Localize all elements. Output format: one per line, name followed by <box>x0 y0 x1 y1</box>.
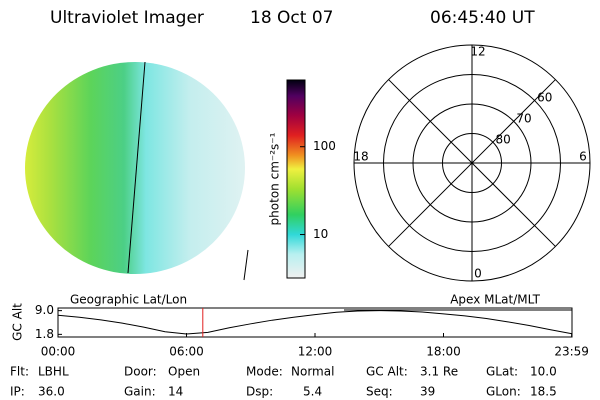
field-value: 5.4 <box>303 385 322 399</box>
field-value: Normal <box>291 365 334 379</box>
time: 06:45:40 UT <box>430 8 535 28</box>
hour-label: 6 <box>579 150 587 164</box>
x-tick-label: 06:00 <box>169 345 204 359</box>
lat-label: 80 <box>495 132 510 146</box>
colorbar-tick-label: 100 <box>313 139 336 153</box>
field-label: IP: <box>10 385 25 399</box>
field-label: Dsp: <box>246 385 273 399</box>
x-tick-label: 12:00 <box>298 345 333 359</box>
field-label: GC Alt: <box>366 365 408 379</box>
field-value: 39 <box>420 385 435 399</box>
altitude-line <box>57 310 573 335</box>
field-value: Open <box>168 365 200 379</box>
y-tick-label: 1.8 <box>35 327 54 341</box>
colorbar-label: photon cm⁻²s⁻¹ <box>268 132 282 225</box>
field-value: 3.1 Re <box>420 365 458 379</box>
field-label: Flt: <box>10 365 29 379</box>
colorbar-tick-label: 10 <box>313 227 328 241</box>
field-value: 18.5 <box>530 385 557 399</box>
hour-label: 0 <box>474 267 482 281</box>
plot-frame <box>57 307 573 338</box>
map-label: Apex MLat/MLT <box>450 293 540 307</box>
field-value: LBHL <box>38 365 69 379</box>
date: 18 Oct 07 <box>250 8 333 28</box>
map-label: Geographic Lat/Lon <box>70 293 187 307</box>
y-axis-label: GC Alt <box>11 303 25 341</box>
field-label: Mode: <box>246 365 283 379</box>
field-label: Seq: <box>366 385 393 399</box>
field-label: Door: <box>124 365 157 379</box>
y-tick-label: 9.0 <box>35 303 54 317</box>
field-label: GLon: <box>486 385 521 399</box>
uv-image <box>25 62 245 274</box>
field-label: Gain: <box>124 385 156 399</box>
field-value: 14 <box>168 385 183 399</box>
field-value: 36.0 <box>38 385 65 399</box>
lat-label: 60 <box>537 91 552 105</box>
colorbar <box>286 79 306 279</box>
terminator <box>127 61 146 274</box>
mlt-line <box>388 79 556 247</box>
hour-label: 18 <box>353 150 368 164</box>
x-tick-label: 18:00 <box>426 345 461 359</box>
tick-line <box>243 249 249 281</box>
instrument: Ultraviolet Imager <box>50 8 204 28</box>
hour-label: 12 <box>470 45 485 59</box>
field-label: GLat: <box>486 365 518 379</box>
x-tick-label: 23:59 <box>554 345 589 359</box>
x-tick-label: 00:00 <box>41 345 76 359</box>
lat-label: 70 <box>516 112 531 126</box>
field-value: 10.0 <box>530 365 557 379</box>
